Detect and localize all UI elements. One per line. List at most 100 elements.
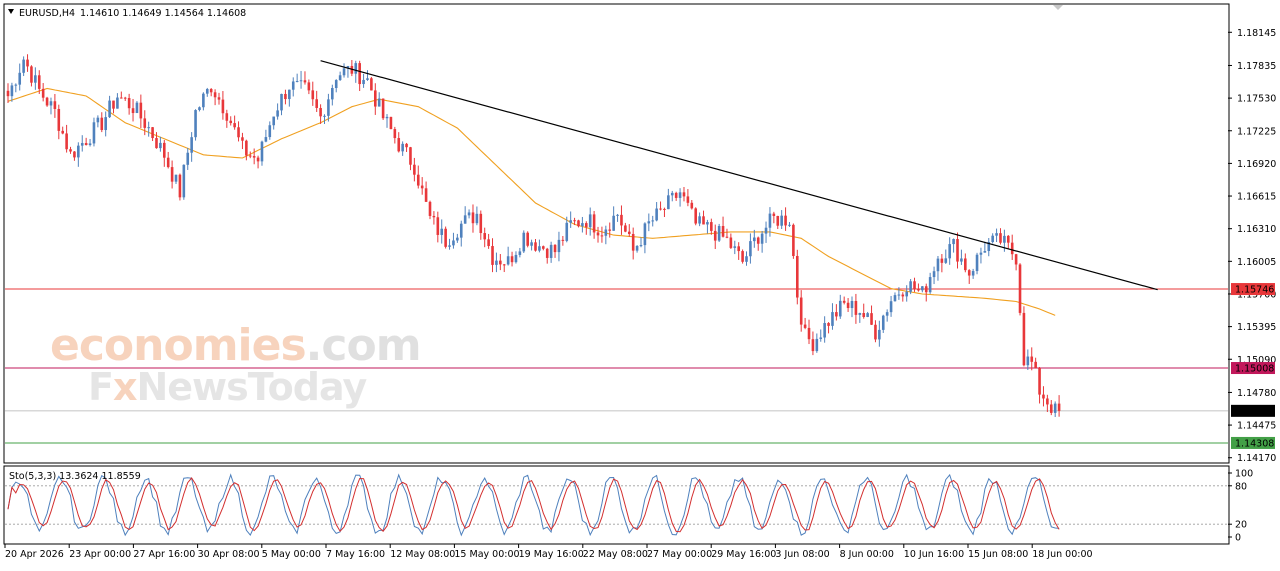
candle-body xyxy=(252,156,256,158)
candle-body xyxy=(561,239,565,241)
candle-body xyxy=(373,90,377,107)
candle-body xyxy=(569,220,572,223)
candle xyxy=(135,101,139,114)
price-tick-label: 1.16920 xyxy=(1237,159,1276,170)
candle-body xyxy=(964,258,967,271)
candle xyxy=(1057,395,1061,417)
price-tag-1.15008: 1.15008 xyxy=(1231,362,1275,375)
candle xyxy=(756,236,760,251)
candle-body xyxy=(721,225,725,237)
candle-body xyxy=(202,93,205,108)
candle-body xyxy=(811,339,815,352)
candle-body xyxy=(151,127,154,139)
candle xyxy=(413,157,416,182)
candle xyxy=(921,286,924,293)
candle xyxy=(522,230,526,254)
candle xyxy=(432,211,436,225)
candle-body xyxy=(557,239,561,253)
candle-body xyxy=(1046,398,1049,405)
candle-body xyxy=(170,167,174,182)
candle-body xyxy=(792,224,795,256)
candle-body xyxy=(913,281,916,290)
candle xyxy=(88,138,92,147)
candle xyxy=(838,294,842,319)
candle-body xyxy=(1022,312,1026,366)
candle xyxy=(713,224,717,250)
candle-body xyxy=(737,246,740,252)
time-tick-label: 23 Apr 00:00 xyxy=(69,549,131,560)
candle xyxy=(366,70,369,81)
candle-body xyxy=(182,164,186,198)
candle xyxy=(229,116,233,126)
candle xyxy=(73,151,76,161)
price-tag-bg xyxy=(1231,436,1275,449)
candle xyxy=(319,104,322,124)
candle-body xyxy=(237,127,240,138)
candle-body xyxy=(944,258,948,263)
candle-body xyxy=(475,213,479,224)
candle xyxy=(616,213,619,222)
candle xyxy=(233,115,236,130)
candle-body xyxy=(831,312,834,326)
candle-body xyxy=(487,239,490,247)
candle xyxy=(1018,263,1022,316)
price-tag-label: 1.15746 xyxy=(1235,285,1274,296)
candle-body xyxy=(69,149,72,152)
watermark: economies.com FxNewsToday xyxy=(50,320,422,409)
candle-body xyxy=(702,216,705,225)
candle-body xyxy=(100,117,104,131)
candle-body xyxy=(835,312,838,317)
candle-body xyxy=(624,225,627,232)
candle-body xyxy=(565,222,569,241)
candle-body xyxy=(190,137,193,153)
candle xyxy=(549,241,553,263)
time-tick-label: 18 Jun 00:00 xyxy=(1032,549,1092,560)
candle-body xyxy=(334,80,338,89)
candle xyxy=(749,233,752,264)
candle xyxy=(209,88,213,97)
trendline[interactable] xyxy=(320,60,1158,291)
candle-body xyxy=(57,108,61,131)
candle xyxy=(22,56,25,77)
candle-body xyxy=(948,244,951,259)
candle xyxy=(342,63,346,78)
dropdown-triangle-icon[interactable] xyxy=(8,9,14,14)
candle-body xyxy=(803,324,807,328)
candle xyxy=(1049,400,1053,416)
candle xyxy=(381,98,385,120)
candle-body xyxy=(756,237,760,244)
candle xyxy=(139,94,143,129)
candle-body xyxy=(194,110,197,138)
candle-body xyxy=(256,157,260,162)
candle xyxy=(307,79,311,95)
candle xyxy=(776,215,780,230)
candle xyxy=(733,240,737,255)
candle xyxy=(670,190,674,202)
time-tick-label: 30 Apr 08:00 xyxy=(198,549,260,560)
candle-body xyxy=(178,174,182,198)
price-tick-label: 1.14170 xyxy=(1237,453,1276,464)
candle xyxy=(385,114,389,128)
candle xyxy=(690,199,694,210)
candle-body xyxy=(878,329,881,340)
price-axis: 1.18145 1.17835 1.17530 1.17225 1.16920 1.166… xyxy=(1228,28,1276,464)
candle xyxy=(909,279,912,295)
candle xyxy=(995,228,998,242)
candle xyxy=(120,91,123,99)
trendline-group[interactable] xyxy=(320,60,1158,291)
candle xyxy=(69,146,72,154)
candle xyxy=(112,100,115,114)
candle-body xyxy=(889,301,893,313)
candle-body xyxy=(459,223,463,238)
candle-body xyxy=(409,147,412,165)
candle xyxy=(198,106,201,112)
candle xyxy=(518,247,522,258)
candle-body xyxy=(760,233,764,244)
candle-body xyxy=(917,289,920,291)
candle-body xyxy=(143,118,147,128)
price-tag-label: 1.14608 xyxy=(1235,406,1274,417)
main-panel[interactable] xyxy=(3,3,1230,464)
candle-body xyxy=(549,244,553,258)
